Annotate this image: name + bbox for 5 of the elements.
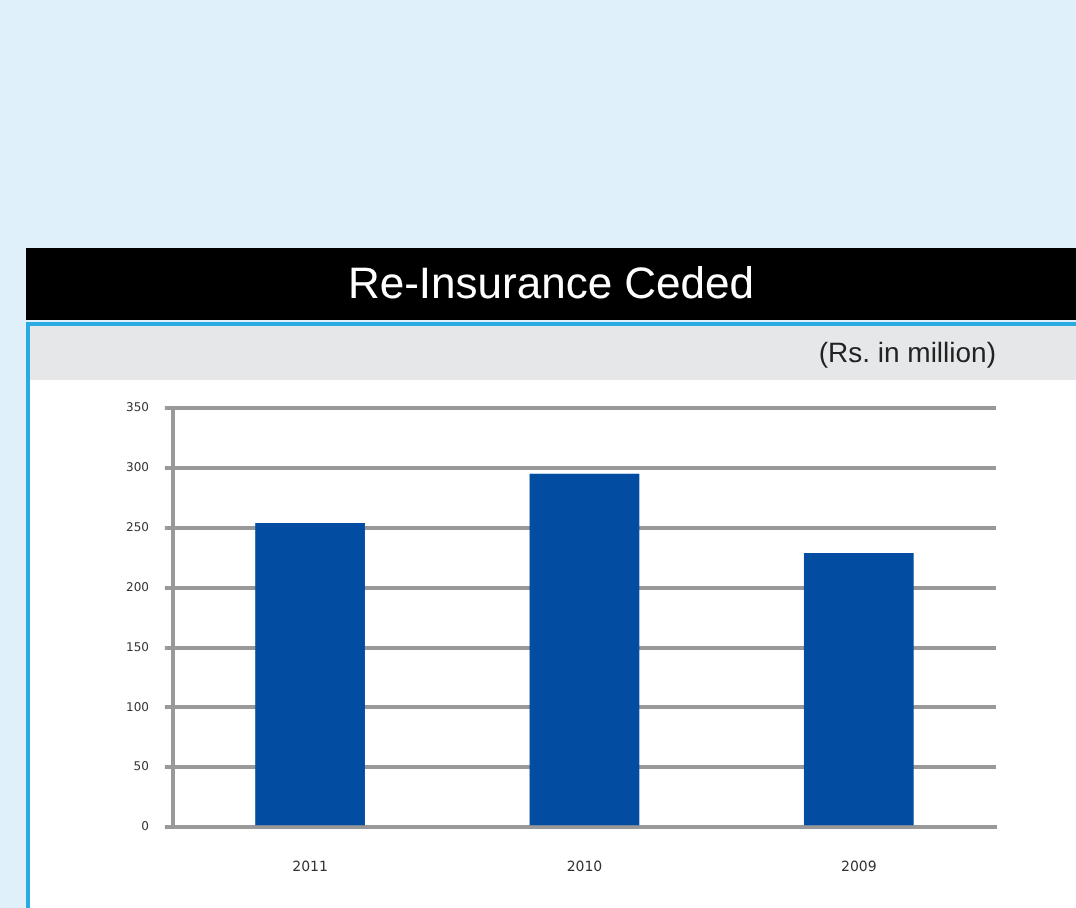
bar	[529, 473, 640, 826]
chart-subtitle: (Rs. in million)	[26, 322, 1076, 380]
bar	[803, 552, 914, 826]
chart-title: Re-Insurance Ceded	[26, 248, 1076, 320]
bar	[255, 522, 365, 826]
